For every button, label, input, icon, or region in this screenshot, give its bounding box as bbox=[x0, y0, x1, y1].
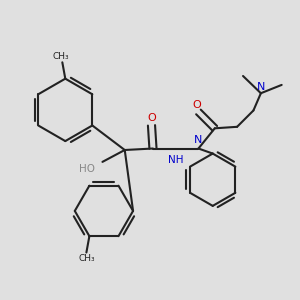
Text: NH: NH bbox=[168, 155, 183, 165]
Text: O: O bbox=[147, 113, 156, 123]
Text: CH₃: CH₃ bbox=[78, 254, 95, 263]
Text: HO: HO bbox=[79, 164, 95, 174]
Text: N: N bbox=[257, 82, 265, 92]
Text: CH₃: CH₃ bbox=[52, 52, 69, 61]
Text: N: N bbox=[194, 135, 202, 145]
Text: O: O bbox=[193, 100, 201, 110]
